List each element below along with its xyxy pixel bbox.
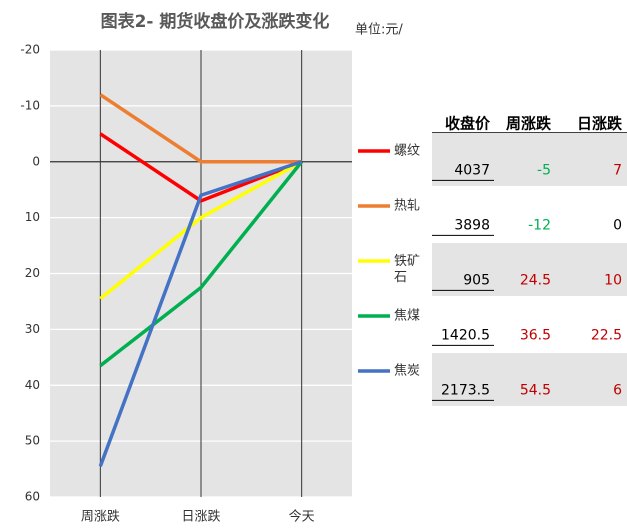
series-line [99, 160, 303, 301]
row-band [432, 243, 627, 296]
y-tick-label: 50 [25, 434, 40, 448]
series-line [98, 160, 303, 467]
change-value: -5 [537, 162, 551, 178]
x-tick-label: 日涨跌 [181, 509, 220, 525]
y-tick-label: 30 [25, 322, 40, 336]
change-value: 7 [613, 162, 622, 178]
y-tick-label: 10 [25, 210, 40, 224]
row-band [432, 353, 627, 406]
legend-label: 焦炭 [394, 364, 420, 379]
series-line [99, 160, 304, 368]
close-price: 3898 [454, 217, 490, 233]
series-line [99, 93, 302, 164]
chart-title: 图表2- 期货收盘价及涨跌变化 [101, 11, 330, 32]
change-value: 10 [604, 272, 622, 288]
row-band [432, 133, 627, 186]
change-value: 6 [613, 382, 622, 398]
change-value: 22.5 [591, 327, 622, 343]
x-tick-label: 今天 [289, 509, 315, 525]
table-header: 日涨跌 [577, 115, 623, 133]
y-tick-label: -20 [20, 43, 40, 57]
close-price: 1420.5 [441, 327, 490, 343]
close-price: 905 [463, 272, 490, 288]
close-price: 2173.5 [441, 382, 490, 398]
change-value: 24.5 [520, 272, 551, 288]
legend-label-part: 铁矿 [394, 254, 420, 269]
table-header: 收盘价 [445, 115, 491, 133]
x-tick-label: 周涨跌 [81, 509, 120, 525]
change-value: -12 [528, 217, 551, 233]
y-tick-label: 40 [25, 378, 40, 392]
legend-label-part: 石 [394, 270, 407, 285]
change-value: 0 [613, 217, 622, 233]
close-price: 4037 [454, 162, 490, 178]
legend-label: 铁矿石 [394, 254, 420, 285]
table-header: 周涨跌 [506, 115, 552, 133]
change-value: 54.5 [520, 382, 551, 398]
y-tick-label: 60 [25, 490, 40, 504]
y-tick-label: -10 [20, 98, 40, 112]
legend-label: 螺纹 [394, 144, 420, 159]
unit-label: 单位:元/ [355, 23, 403, 38]
y-tick-label: 20 [25, 266, 40, 280]
legend-label: 热轧 [394, 199, 420, 214]
change-value: 36.5 [520, 327, 551, 343]
legend-label: 焦煤 [394, 309, 420, 324]
series-line [99, 132, 303, 203]
y-tick-label: 0 [32, 154, 40, 168]
